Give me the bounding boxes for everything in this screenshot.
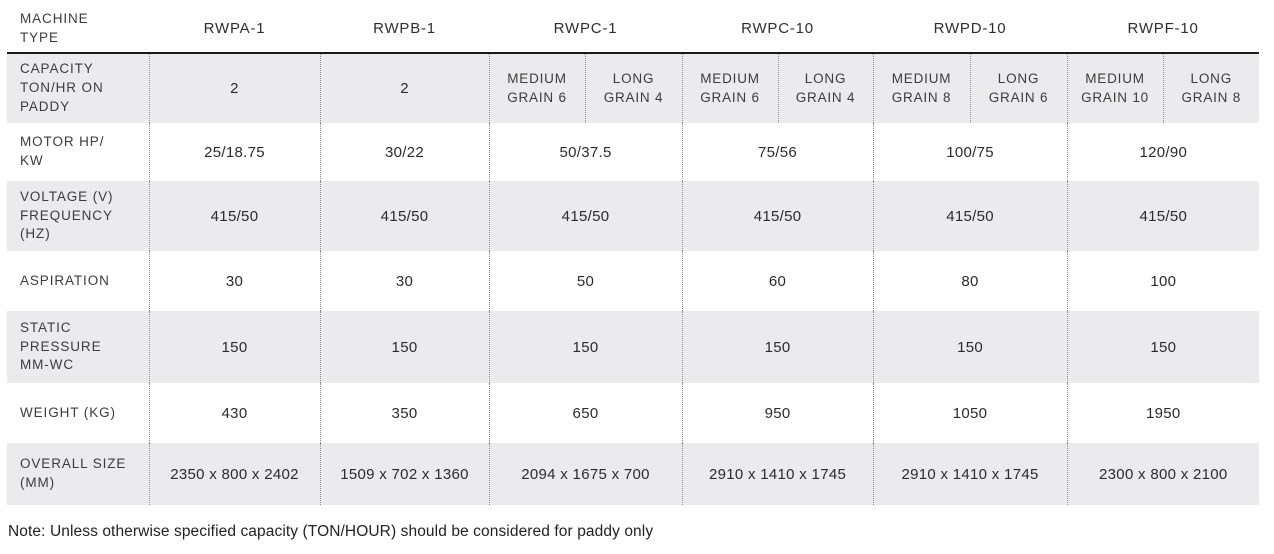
machine-type-label: MACHINE TYPE [20,10,89,45]
size-rwpa-1: 2350 x 800 x 2402 [148,443,321,505]
overall-size-row: OVERALL SIZE (MM) 2350 x 800 x 2402 1509… [7,443,1260,505]
voltage-rwpc-10: 415/50 [681,181,874,251]
voltage-rwpc-1: 415/50 [488,181,683,251]
static-rwpf-10: 150 [1066,311,1260,383]
voltage-rwpa-1: 415/50 [148,181,321,251]
size-rwpf-10: 2300 x 800 x 2100 [1066,443,1260,505]
static-rwpa-1: 150 [148,311,321,383]
aspiration-rwpd-10: 80 [872,251,1068,311]
weight-rwpd-10: 1050 [872,383,1068,443]
motor-rwpa-1: 25/18.75 [148,123,321,181]
motor-rwpd-10: 100/75 [872,123,1068,181]
capacity-rwpf-10-long: LONG GRAIN 8 [1162,53,1260,123]
aspiration-rwpb-1: 30 [319,251,490,311]
voltage-row: VOLTAGE (V) FREQUENCY (HZ) 415/50 415/50… [7,181,1260,251]
machine-header-rwpb-1: RWPB-1 [320,5,490,54]
static-rwpb-1: 150 [319,311,490,383]
machine-header-rwpa-1: RWPA-1 [149,5,321,54]
capacity-rwpc-10-medium: MEDIUM GRAIN 6 [681,53,779,123]
capacity-rwpa-1: 2 [148,53,321,123]
capacity-rwpc-10-long: LONG GRAIN 4 [777,53,874,123]
aspiration-rwpc-1: 50 [488,251,683,311]
row-label-static-pressure: STATIC PRESSURE MM-WC [7,311,149,383]
aspiration-rwpf-10: 100 [1066,251,1260,311]
motor-rwpf-10: 120/90 [1066,123,1260,181]
voltage-rwpf-10: 415/50 [1066,181,1260,251]
machine-header-rwpc-10: RWPC-10 [682,5,874,54]
row-label-voltage: VOLTAGE (V) FREQUENCY (HZ) [7,181,149,251]
machine-header-rwpc-1: RWPC-1 [489,5,683,54]
motor-rwpb-1: 30/22 [319,123,490,181]
weight-rwpa-1: 430 [148,383,321,443]
aspiration-row: ASPIRATION 30 30 50 60 80 100 [7,251,1260,311]
capacity-rwpd-10-long: LONG GRAIN 6 [969,53,1068,123]
capacity-row: CAPACITY TON/HR ON PADDY 2 2 MEDIUM GRAI… [7,53,1260,123]
weight-rwpc-10: 950 [681,383,874,443]
row-label-overall-size: OVERALL SIZE (MM) [7,443,149,505]
size-rwpc-10: 2910 x 1410 x 1745 [681,443,874,505]
corner-header-cell: MACHINE TYPE [7,5,149,54]
weight-rwpb-1: 350 [319,383,490,443]
machine-spec-table: MACHINE TYPE RWPA-1 RWPB-1 RWPC-1 RWPC-1… [7,5,1260,505]
weight-rwpc-1: 650 [488,383,683,443]
static-rwpc-10: 150 [681,311,874,383]
capacity-rwpd-10-medium: MEDIUM GRAIN 8 [872,53,971,123]
machine-header-rwpd-10: RWPD-10 [873,5,1068,54]
row-label-capacity: CAPACITY TON/HR ON PADDY [7,53,149,123]
size-rwpb-1: 1509 x 702 x 1360 [319,443,490,505]
static-rwpd-10: 150 [872,311,1068,383]
machine-header-rwpf-10: RWPF-10 [1067,5,1260,54]
row-label-weight: WEIGHT (KG) [20,404,116,420]
spec-sheet: MACHINE TYPE RWPA-1 RWPB-1 RWPC-1 RWPC-1… [7,5,1260,540]
static-rwpc-1: 150 [488,311,683,383]
voltage-rwpb-1: 415/50 [319,181,490,251]
static-pressure-row: STATIC PRESSURE MM-WC 150 150 150 150 15… [7,311,1260,383]
voltage-rwpd-10: 415/50 [872,181,1068,251]
size-rwpd-10: 2910 x 1410 x 1745 [872,443,1068,505]
capacity-rwpc-1-long: LONG GRAIN 4 [584,53,683,123]
capacity-rwpb-1: 2 [319,53,490,123]
motor-rwpc-10: 75/56 [681,123,874,181]
motor-rwpc-1: 50/37.5 [488,123,683,181]
aspiration-rwpa-1: 30 [148,251,321,311]
row-label-motor: MOTOR HP/ KW [20,134,105,168]
motor-row: MOTOR HP/ KW 25/18.75 30/22 50/37.5 75/5… [7,123,1260,181]
header-row: MACHINE TYPE RWPA-1 RWPB-1 RWPC-1 RWPC-1… [7,5,1260,54]
size-rwpc-1: 2094 x 1675 x 700 [488,443,683,505]
capacity-rwpf-10-medium: MEDIUM GRAIN 10 [1066,53,1164,123]
footnote: Note: Unless otherwise specified capacit… [8,523,654,540]
capacity-rwpc-1-medium: MEDIUM GRAIN 6 [488,53,586,123]
row-label-aspiration: ASPIRATION [20,272,110,288]
weight-row: WEIGHT (KG) 430 350 650 950 1050 1950 [7,383,1260,443]
weight-rwpf-10: 1950 [1066,383,1260,443]
aspiration-rwpc-10: 60 [681,251,874,311]
